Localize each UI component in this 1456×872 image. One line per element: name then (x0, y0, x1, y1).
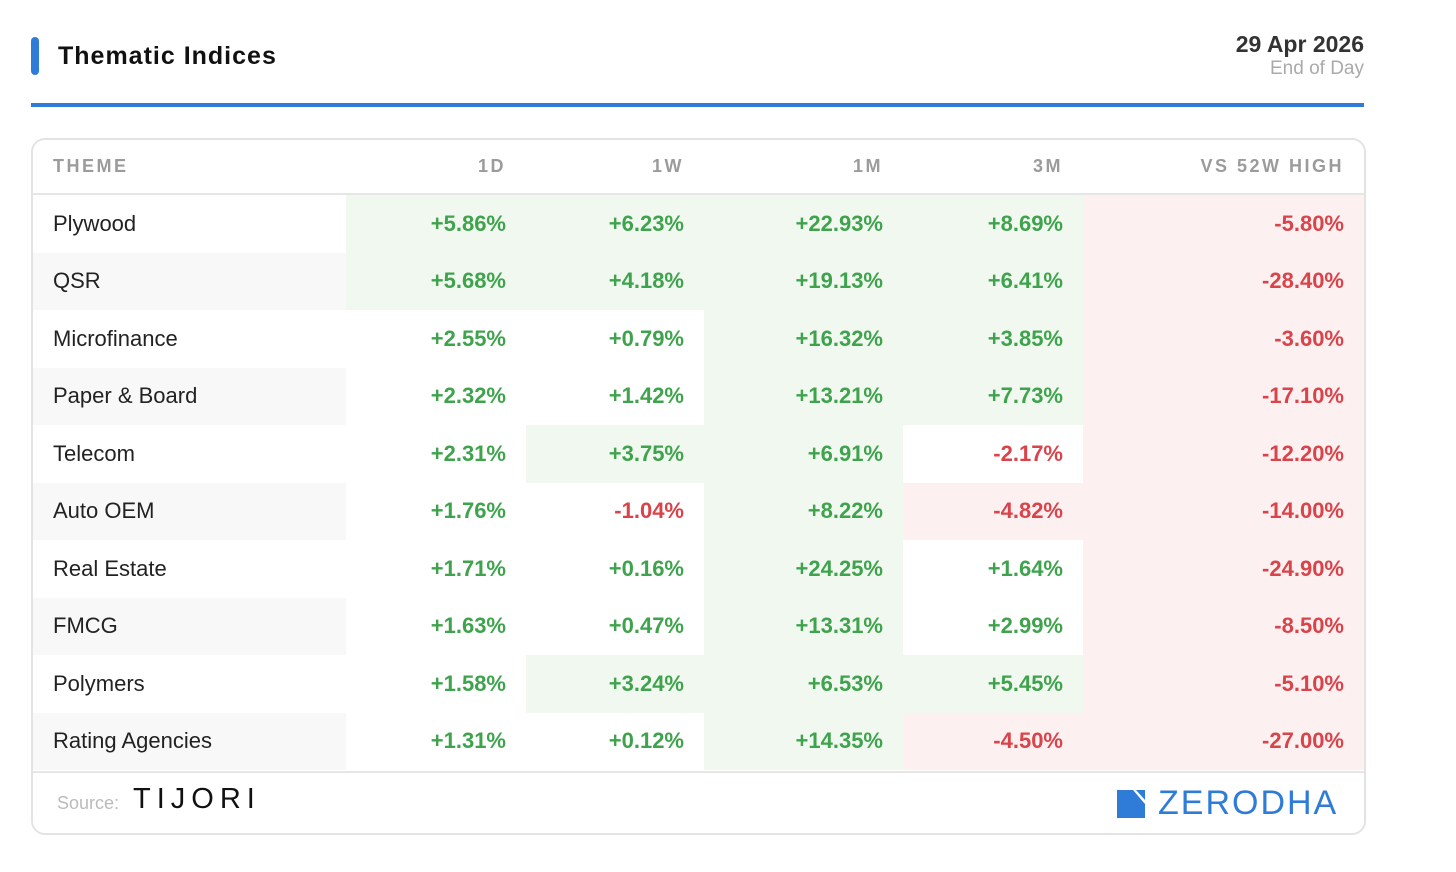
table-row[interactable]: Rating Agencies +1.31% +0.12% +14.35% -4.50%… (33, 712, 1364, 770)
theme-name-cell: Paper & Board (33, 367, 346, 425)
cell-vs-52w-high: -24.90% (1083, 540, 1364, 598)
cell-3m: +8.69% (903, 194, 1083, 253)
cell-1d: +1.71% (430, 555, 506, 581)
theme-name-cell: Microfinance (53, 325, 178, 351)
cell-3m: +1.64% (987, 555, 1063, 581)
cell-1m: +16.32% (704, 310, 903, 368)
table-row[interactable]: Polymers +1.58% +3.24% +6.53% +5.45% -5.10% (33, 655, 1364, 713)
column-header-1d[interactable]: 1D (346, 140, 526, 195)
theme-name-cell: FMCG (33, 597, 346, 655)
cell-1d: +5.86% (346, 194, 526, 253)
source-label: Source: (57, 793, 120, 813)
cell-1d: +5.68% (346, 252, 526, 310)
end-of-day-label: End of Day (1270, 58, 1364, 79)
cell-1w: +1.42% (608, 383, 684, 409)
cell-1m: +14.35% (704, 712, 903, 770)
title-accent-bar (31, 37, 39, 75)
date-label: 29 Apr 2026 (1235, 31, 1364, 57)
cell-3m: +6.41% (903, 252, 1083, 310)
table-row[interactable]: Microfinance +2.55% +0.79% +16.32% +3.85% -3.… (33, 310, 1364, 368)
cell-vs-52w-high: -17.10% (1083, 367, 1364, 425)
cell-1d: +1.31% (430, 728, 506, 754)
table-body: Plywood +5.86% +6.23% +22.93% +8.69% -5.80% QS… (33, 194, 1364, 770)
cell-vs-52w-high: -3.60% (1083, 310, 1364, 368)
theme-name-cell: Auto OEM (33, 482, 346, 540)
theme-name-cell: Telecom (53, 440, 135, 466)
cell-1m: +19.13% (704, 252, 903, 310)
cell-vs-52w-high: -27.00% (1083, 712, 1364, 770)
tijori-logo: TIJORI (133, 783, 261, 815)
cell-1d: +2.31% (430, 440, 506, 466)
column-header-vs-52w-high[interactable]: VS 52W HIGH (1083, 140, 1364, 195)
theme-name-cell: Real Estate (53, 555, 167, 581)
theme-name-cell: Rating Agencies (33, 712, 346, 770)
cell-vs-52w-high: -5.10% (1083, 655, 1364, 713)
page-title: Thematic Indices (58, 42, 277, 70)
table-row[interactable]: FMCG +1.63% +0.47% +13.31% +2.99% -8.50% (33, 597, 1364, 655)
table-row[interactable]: Paper & Board +2.32% +1.42% +13.21% +7.73% -1… (33, 367, 1364, 425)
cell-1m: +8.22% (704, 482, 903, 540)
cell-1m: +24.25% (704, 540, 903, 598)
cell-1m: +13.21% (704, 367, 903, 425)
cell-1m: +13.31% (704, 597, 903, 655)
cell-1w: +0.79% (608, 325, 684, 351)
table-row[interactable]: Real Estate +1.71% +0.16% +24.25% +1.64% -24.… (33, 540, 1364, 598)
column-header-1m[interactable]: 1M (704, 140, 903, 195)
table-row[interactable]: Auto OEM +1.76% -1.04% +8.22% -4.82% -14.00% (33, 482, 1364, 540)
cell-1d: +1.63% (430, 613, 506, 639)
cell-vs-52w-high: -8.50% (1083, 597, 1364, 655)
column-header-theme[interactable]: THEME (33, 140, 346, 195)
cell-1w: +3.75% (526, 425, 704, 483)
cell-1w: +0.16% (608, 555, 684, 581)
table-row[interactable]: Telecom +2.31% +3.75% +6.91% -2.17% -12.20% (33, 425, 1364, 483)
indices-table-card: THEME 1D 1W 1M 3M VS 52W HIGH Plywood +5.… (31, 138, 1366, 835)
table-row[interactable]: QSR +5.68% +4.18% +19.13% +6.41% -28.40% (33, 252, 1364, 310)
cell-vs-52w-high: -5.80% (1083, 194, 1364, 253)
table-row[interactable]: Plywood +5.86% +6.23% +22.93% +8.69% -5.80% (33, 194, 1364, 253)
cell-1d: +1.76% (430, 498, 506, 524)
cell-1w: -1.04% (614, 498, 684, 524)
cell-3m: -4.82% (903, 482, 1083, 540)
theme-name-cell: QSR (33, 252, 346, 310)
cell-1d: +2.32% (430, 383, 506, 409)
cell-1w: +6.23% (526, 194, 704, 253)
header-divider (31, 103, 1364, 107)
column-header-1w[interactable]: 1W (526, 140, 704, 195)
column-header-3m[interactable]: 3M (903, 140, 1083, 195)
cell-1m: +6.91% (704, 425, 903, 483)
table-header-row: THEME 1D 1W 1M 3M VS 52W HIGH (33, 140, 1364, 195)
cell-3m: +5.45% (903, 655, 1083, 713)
theme-name-cell: Plywood (53, 210, 137, 236)
cell-1d: +2.55% (430, 325, 506, 351)
cell-vs-52w-high: -14.00% (1083, 482, 1364, 540)
cell-3m: +2.99% (987, 613, 1063, 639)
cell-1m: +6.53% (704, 655, 903, 713)
theme-name-cell: Polymers (53, 670, 145, 696)
zerodha-logo-icon (1117, 790, 1145, 818)
cell-1m: +22.93% (704, 194, 903, 253)
cell-1w: +0.12% (608, 728, 684, 754)
cell-vs-52w-high: -28.40% (1083, 252, 1364, 310)
cell-3m: +7.73% (903, 367, 1083, 425)
cell-3m: +3.85% (903, 310, 1083, 368)
cell-vs-52w-high: -12.20% (1083, 425, 1364, 483)
cell-1d: +1.58% (430, 670, 506, 696)
cell-1w: +0.47% (608, 613, 684, 639)
cell-3m: -2.17% (993, 440, 1063, 466)
cell-3m: -4.50% (903, 712, 1083, 770)
zerodha-logo: ZERODHA (1158, 784, 1339, 822)
header: Thematic Indices 29 Apr 2026 End of Day (31, 28, 1364, 104)
footer: Source: TIJORI ZERODHA (33, 771, 1364, 833)
cell-1w: +4.18% (526, 252, 704, 310)
cell-1w: +3.24% (526, 655, 704, 713)
indices-table: THEME 1D 1W 1M 3M VS 52W HIGH Plywood +5.… (33, 140, 1364, 770)
